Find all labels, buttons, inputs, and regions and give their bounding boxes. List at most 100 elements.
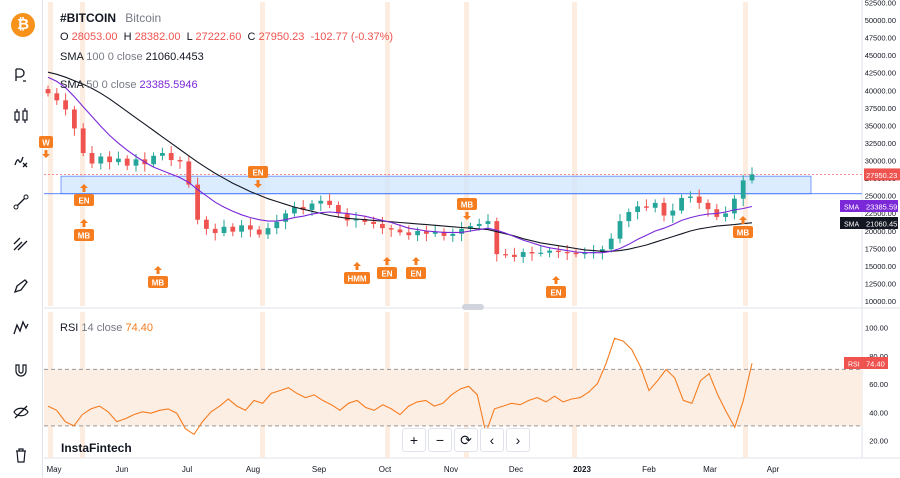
signal-marker-en: EN bbox=[546, 276, 566, 298]
rsi-tick: 80.00 bbox=[869, 352, 888, 361]
high-value: 28382.00 bbox=[134, 31, 181, 43]
candle-body bbox=[256, 229, 262, 235]
signal-arrow bbox=[739, 216, 747, 224]
candle-body bbox=[415, 230, 420, 236]
candle-body bbox=[512, 254, 517, 257]
signal-badge bbox=[248, 166, 268, 178]
candle-body bbox=[450, 233, 456, 236]
price-tick: 17500.00 bbox=[865, 244, 896, 253]
sma50-legend[interactable]: SMA 50 0 close 23385.5946 bbox=[60, 79, 198, 91]
candle-body bbox=[239, 225, 244, 232]
rsi-legend[interactable]: RSI 14 close 74.40 bbox=[60, 322, 153, 334]
candle-body bbox=[520, 252, 526, 257]
sma100-legend[interactable]: SMA 100 0 close 21060.4453 bbox=[60, 51, 204, 63]
price-tick: 45000.00 bbox=[865, 51, 896, 60]
high-label: H bbox=[123, 31, 132, 43]
pencil-icon[interactable] bbox=[6, 271, 36, 301]
candle-body bbox=[388, 228, 394, 230]
signal-arrow bbox=[80, 219, 88, 227]
candle-body bbox=[292, 207, 297, 214]
last-price-badge-bg bbox=[864, 168, 900, 181]
candle-body bbox=[344, 213, 350, 221]
sma100-value: 21060.4453 bbox=[145, 51, 204, 63]
rsi-tick: 40.00 bbox=[869, 408, 888, 417]
signal-arrow bbox=[154, 266, 162, 274]
session-stripe bbox=[743, 2, 748, 306]
signal-badge bbox=[546, 286, 566, 298]
signal-label: MB bbox=[152, 279, 165, 288]
signal-label: EN bbox=[410, 270, 421, 279]
measure-icon[interactable] bbox=[6, 313, 36, 343]
candle-body bbox=[406, 232, 412, 236]
candle-body bbox=[309, 203, 315, 210]
candle-body bbox=[696, 196, 702, 203]
sma50-badge: SMA 23385.59 bbox=[840, 200, 898, 212]
signal-badge bbox=[457, 198, 477, 210]
signal-label: HMM bbox=[347, 275, 366, 284]
magnet-icon[interactable] bbox=[6, 355, 36, 385]
price-tick: 52500.00 bbox=[865, 0, 896, 8]
signal-arrow bbox=[552, 276, 560, 284]
close-value: 27950.23 bbox=[258, 31, 305, 43]
candle-body bbox=[72, 109, 77, 129]
candle-body bbox=[98, 156, 104, 164]
price-tick: 47500.00 bbox=[865, 34, 896, 43]
open-label: O bbox=[60, 31, 69, 43]
candle-body bbox=[116, 158, 121, 163]
zoom-out-button[interactable]: − bbox=[428, 428, 452, 452]
signal-marker-mb: MB bbox=[457, 198, 477, 220]
text-tool-icon[interactable] bbox=[6, 60, 36, 90]
candle-body bbox=[749, 174, 755, 181]
price-tick: 30000.00 bbox=[865, 157, 896, 166]
time-tick: Nov bbox=[444, 465, 458, 474]
candle-body bbox=[168, 153, 174, 161]
trash-icon[interactable] bbox=[6, 440, 36, 470]
candle-body bbox=[89, 153, 95, 164]
candle-body bbox=[336, 204, 341, 214]
candle-body bbox=[274, 221, 280, 229]
candle-body bbox=[600, 249, 605, 253]
reset-icon[interactable]: ⟳ bbox=[454, 428, 478, 452]
brand-watermark: InstaFintech bbox=[61, 441, 132, 455]
signal-badge bbox=[74, 229, 94, 241]
candles-icon[interactable] bbox=[6, 101, 36, 131]
signal-badge bbox=[344, 272, 370, 284]
price-pane bbox=[44, 2, 862, 306]
brush-icon[interactable] bbox=[6, 229, 36, 259]
candle-body bbox=[380, 223, 385, 229]
candle-body bbox=[468, 226, 473, 229]
signal-badge bbox=[74, 194, 94, 206]
candle-body bbox=[476, 223, 482, 227]
candle-body bbox=[459, 228, 464, 234]
hide-icon[interactable] bbox=[6, 397, 36, 427]
sma50-badge-label: SMA bbox=[844, 205, 860, 212]
time-tick: Sep bbox=[312, 465, 327, 474]
time-tick: Apr bbox=[767, 465, 780, 474]
sma100-badge-bg bbox=[840, 217, 898, 229]
time-tick: 2023 bbox=[573, 465, 591, 474]
signal-marker-en: EN bbox=[248, 166, 268, 188]
candle-body bbox=[45, 89, 51, 94]
price-tick: 20000.00 bbox=[865, 227, 896, 236]
pane-resize-handle[interactable] bbox=[462, 304, 484, 310]
candle-body bbox=[80, 128, 86, 154]
price-tick: 42500.00 bbox=[865, 69, 896, 78]
sma50-line bbox=[47, 76, 753, 254]
indicator-icon[interactable] bbox=[6, 145, 36, 175]
signal-arrow bbox=[353, 262, 361, 270]
scroll-left-button[interactable]: ‹ bbox=[480, 428, 504, 452]
signal-label: EN bbox=[78, 197, 89, 206]
scroll-right-button[interactable]: › bbox=[506, 428, 530, 452]
drawing-icon[interactable] bbox=[6, 187, 36, 217]
candle-body bbox=[494, 221, 500, 255]
zoom-in-button[interactable]: + bbox=[402, 428, 426, 452]
candle-body bbox=[740, 180, 746, 199]
signal-marker-mb: MB bbox=[733, 216, 753, 238]
candle-body bbox=[661, 202, 667, 216]
candle-body bbox=[670, 210, 676, 216]
sma50-badge-value: 23385.59 bbox=[866, 203, 897, 212]
ohlc-legend: O 28053.00 H 28382.00 L 27222.60 C 27950… bbox=[60, 31, 393, 43]
rsi-tick: 100.00 bbox=[865, 324, 888, 333]
candle-body bbox=[362, 219, 368, 222]
